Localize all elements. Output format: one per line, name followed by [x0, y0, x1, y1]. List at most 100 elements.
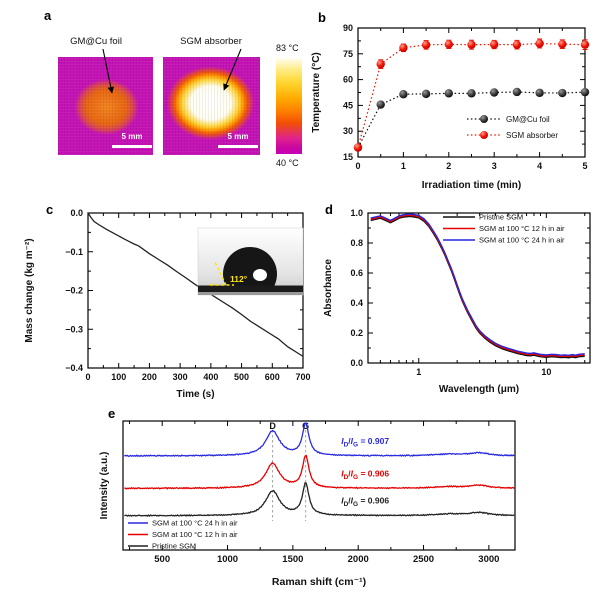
droplet-highlight	[253, 269, 267, 281]
scale-bar	[218, 145, 258, 148]
svg-text:60: 60	[343, 75, 353, 85]
panel-d-letter: d	[325, 202, 333, 217]
arrow-to-gmcu-foil	[102, 48, 115, 94]
svg-text:Absorbance: Absorbance	[323, 259, 334, 317]
svg-text:Time (s): Time (s)	[176, 389, 214, 400]
temperature-colorbar	[276, 58, 302, 154]
svg-text:Temperature (°C): Temperature (°C)	[311, 52, 322, 133]
data-point	[535, 88, 544, 98]
svg-text:Pristine SGM: Pristine SGM	[479, 213, 523, 222]
svg-text:90: 90	[343, 23, 353, 33]
raman-spectrum-2	[124, 482, 515, 518]
plot-area: 500 1000 1500 2000 2500 3000 D G ID/IG = 0.907 ID…	[99, 420, 516, 588]
svg-text:0.0: 0.0	[70, 208, 83, 218]
svg-text:SGM at 100 °C 24 h in air: SGM at 100 °C 24 h in air	[479, 236, 565, 245]
svg-text:30: 30	[343, 126, 353, 136]
data-point	[490, 88, 499, 97]
hot-region	[58, 57, 153, 155]
mass-change-chart: 0 100 200 300 400 500 600 700 0.0 −0.1 −0.2 −0.3 −0.…	[24, 208, 311, 400]
thermal-left-title: GM@Cu foil	[70, 36, 122, 47]
raman-spectra-chart: 500 1000 1500 2000 2500 3000 D G ID/IG = 0.907 ID…	[99, 420, 516, 588]
id-ig-ratio-label: ID/IG = 0.906	[341, 468, 389, 481]
svg-text:500: 500	[154, 554, 170, 565]
svg-text:0.2: 0.2	[350, 328, 363, 338]
svg-text:4: 4	[537, 161, 542, 171]
svg-text:Irradiation time (min): Irradiation time (min)	[422, 180, 521, 191]
svg-text:2000: 2000	[348, 554, 369, 565]
data-point	[353, 143, 363, 152]
svg-text:Wavelength (μm): Wavelength (μm)	[439, 384, 519, 395]
data-point	[558, 39, 567, 49]
svg-text:0.8: 0.8	[350, 238, 363, 248]
svg-text:SGM at 100 °C 12 h in air: SGM at 100 °C 12 h in air	[152, 530, 238, 539]
scale-bar-label: 5 mm	[227, 132, 249, 141]
data-point	[421, 40, 431, 50]
annotation-arrows	[102, 48, 242, 94]
svg-text:Pristine SGM: Pristine SGM	[152, 542, 196, 551]
thermal-image-sgm-absorber: 5 mm	[163, 57, 260, 155]
thermal-noise-texture	[58, 57, 153, 155]
data-point	[467, 40, 476, 49]
svg-text:1: 1	[401, 161, 406, 171]
svg-text:GM@Cu foil: GM@Cu foil	[506, 115, 550, 124]
svg-text:10: 10	[541, 367, 551, 377]
plot-area: 0 100 200 300 400 500 600 700 0.0 −0.1 −0.2 −0.3 −0.…	[24, 208, 311, 400]
legend: GM@Cu foil SGM absorber	[467, 115, 558, 140]
svg-text:300: 300	[173, 372, 188, 382]
series-sgm-absorber	[353, 38, 590, 152]
thermal-right-title: SGM absorber	[180, 36, 242, 47]
series-gmcu-foil	[353, 87, 590, 152]
svg-text:700: 700	[295, 372, 310, 382]
plot-area: 1 10 0.0 0.2 0.4 0.6 0.8 1.0 Pristine SGM SGM at …	[323, 208, 591, 395]
data-point	[376, 100, 385, 109]
id-ig-ratio-label: ID/IG = 0.906	[341, 496, 389, 509]
contact-angle-value: 112°	[230, 274, 248, 284]
svg-text:200: 200	[142, 372, 157, 382]
raman-spectrum-0	[123, 422, 515, 458]
svg-text:15: 15	[343, 152, 353, 162]
svg-text:3000: 3000	[478, 554, 499, 565]
contact-angle-tangent	[214, 261, 227, 286]
svg-text:100: 100	[111, 372, 126, 382]
absorbance-curve-2	[370, 213, 585, 357]
svg-text:−0.4: −0.4	[65, 363, 83, 373]
data-point	[558, 88, 567, 98]
substrate-surface	[198, 285, 303, 292]
svg-text:−0.3: −0.3	[65, 324, 83, 334]
svg-text:1000: 1000	[217, 554, 238, 565]
peak-label-D: D	[269, 421, 276, 431]
thermal-noise-texture	[163, 57, 260, 155]
data-point	[580, 40, 590, 49]
id-ig-ratio-label: ID/IG = 0.907	[341, 436, 389, 449]
data-point	[512, 87, 522, 97]
svg-text:−0.1: −0.1	[65, 247, 83, 257]
legend: SGM at 100 °C 24 h in air SGM at 100 °C 1…	[128, 519, 238, 551]
svg-text:0: 0	[355, 161, 360, 171]
svg-text:1500: 1500	[282, 554, 303, 565]
svg-text:0.6: 0.6	[350, 268, 363, 278]
hot-region	[163, 57, 260, 155]
arrow-to-sgm-absorber	[223, 48, 242, 91]
svg-text:3: 3	[492, 161, 497, 171]
svg-text:5: 5	[582, 161, 587, 171]
svg-text:−0.2: −0.2	[65, 286, 83, 296]
svg-text:SGM absorber: SGM absorber	[506, 131, 558, 140]
panel-c-letter: c	[46, 202, 54, 217]
mass-change-curve	[87, 212, 304, 357]
data-point	[512, 40, 522, 49]
data-point	[490, 40, 499, 49]
svg-text:2: 2	[446, 161, 451, 171]
data-point	[535, 39, 544, 48]
svg-text:Raman shift (cm⁻¹): Raman shift (cm⁻¹)	[272, 576, 366, 588]
data-point	[444, 40, 453, 49]
colorbar-min-label: 40 °C	[276, 158, 299, 168]
panel-e-letter: e	[108, 406, 116, 421]
panel-a-letter: a	[44, 8, 52, 23]
data-point	[399, 90, 408, 99]
svg-text:0: 0	[85, 372, 90, 382]
peak-label-G: G	[302, 421, 309, 431]
colorbar-max-label: 83 °C	[276, 43, 299, 53]
